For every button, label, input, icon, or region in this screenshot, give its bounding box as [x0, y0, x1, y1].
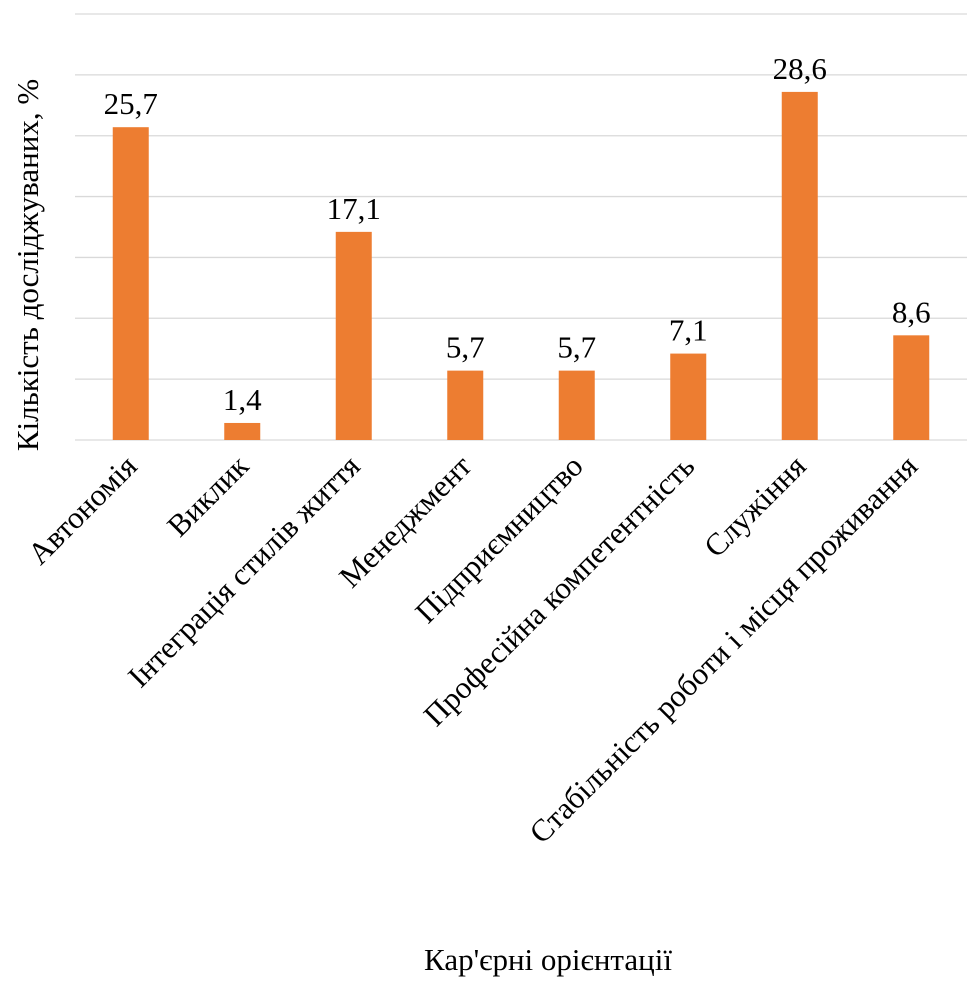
bar — [670, 353, 707, 440]
x-tick-label: Виклик — [160, 448, 256, 544]
x-tick-label: Служіння — [697, 448, 813, 564]
data-label: 28,6 — [773, 51, 827, 86]
bar — [893, 335, 930, 440]
data-label: 5,7 — [557, 330, 596, 365]
x-tick-label: Стабільність роботи і місця проживання — [522, 448, 924, 850]
data-labels: 25,7 1,4 17,1 5,7 5,7 7,1 28,6 8,6 — [104, 51, 931, 417]
data-label: 17,1 — [327, 191, 381, 226]
x-tick-label: Інтеграція стилів життя — [121, 448, 367, 694]
gridlines — [75, 13, 967, 441]
y-axis-title: Кількість досліджуваних, % — [10, 79, 45, 451]
bar — [112, 127, 149, 441]
data-label: 25,7 — [104, 86, 158, 121]
data-label: 8,6 — [892, 294, 931, 329]
bar — [447, 370, 484, 440]
x-axis-title: Кар'єрні орієнтації — [424, 942, 672, 977]
data-label: 7,1 — [669, 313, 708, 348]
bar — [335, 231, 372, 440]
bar — [558, 370, 595, 440]
bar — [224, 422, 261, 440]
bar — [781, 91, 818, 440]
x-tick-label: Автономія — [21, 448, 144, 571]
data-label: 1,4 — [223, 382, 262, 417]
bars — [112, 91, 930, 441]
data-label: 5,7 — [446, 330, 485, 365]
